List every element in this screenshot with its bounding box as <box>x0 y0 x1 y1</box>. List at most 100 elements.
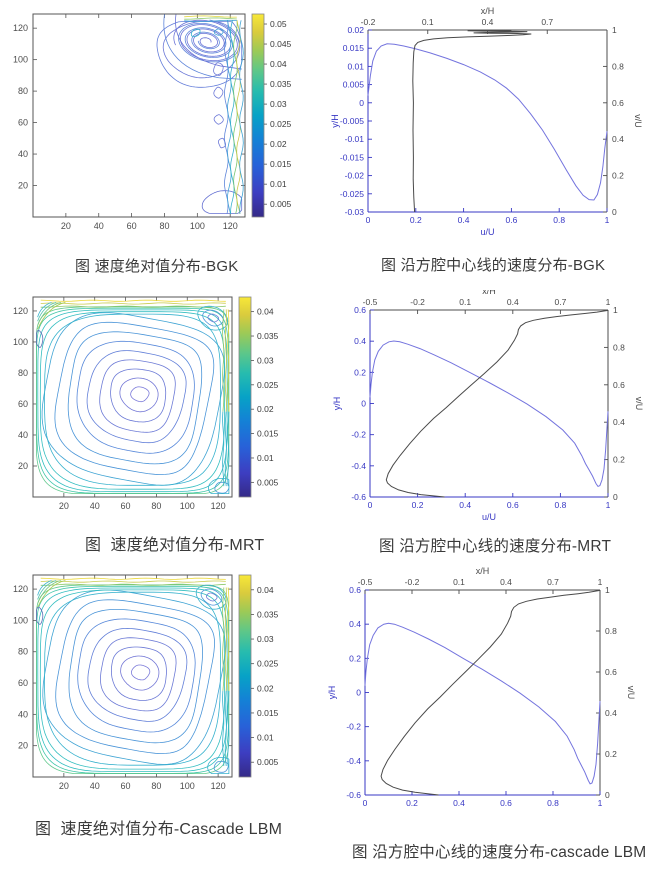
axes: 20 40 60 80 100 120 20 40 60 80 100 120 <box>13 296 233 511</box>
svg-text:20: 20 <box>18 461 28 471</box>
svg-text:1: 1 <box>606 500 611 510</box>
colorbar: 0.005 0.01 0.015 0.02 0.025 0.03 0.035 0.04 <box>238 574 279 778</box>
svg-text:80: 80 <box>151 781 161 791</box>
caption-profile-bgk: 图 沿方腔中心线的速度分布-BGK <box>381 257 606 274</box>
svg-text:v/U: v/U <box>634 397 644 411</box>
svg-text:100: 100 <box>13 337 28 347</box>
svg-text:1: 1 <box>598 577 603 587</box>
figure-profile-mrt: 0 0.2 0.4 0.6 0.8 1 0.6 0.4 0.2 0 -0.2 -0.4 -0.6 -0.5… <box>325 286 645 530</box>
svg-text:0: 0 <box>613 492 618 502</box>
svg-text:0.7: 0.7 <box>547 577 559 587</box>
svg-text:80: 80 <box>18 647 28 657</box>
svg-text:-0.2: -0.2 <box>351 430 366 440</box>
caption-profile-mrt: 图 沿方腔中心线的速度分布-MRT <box>379 538 612 555</box>
svg-text:0.4: 0.4 <box>613 417 625 427</box>
svg-text:0.8: 0.8 <box>547 798 559 808</box>
svg-text:80: 80 <box>18 368 28 378</box>
contour-plot-cascade: 20 40 60 80 100 120204060801001200.0050.010.0… <box>13 574 279 791</box>
svg-text:0.7: 0.7 <box>541 17 553 27</box>
svg-text:60: 60 <box>18 118 28 128</box>
svg-text:0.2: 0.2 <box>605 749 617 759</box>
svg-text:0.6: 0.6 <box>505 215 517 225</box>
svg-text:-0.03: -0.03 <box>345 207 365 217</box>
svg-text:v/U: v/U <box>633 114 643 128</box>
svg-text:100: 100 <box>13 615 28 625</box>
svg-text:0.4: 0.4 <box>459 500 471 510</box>
svg-text:0.01: 0.01 <box>347 61 364 71</box>
svg-text:0.05: 0.05 <box>270 19 287 29</box>
svg-text:0.025: 0.025 <box>257 659 279 669</box>
svg-text:0.6: 0.6 <box>613 380 625 390</box>
figure-profile-bgk: 0 0.2 0.4 0.6 0.8 1 0.02 0.015 0.01 0.005 0 -0.005 -… <box>325 0 645 250</box>
svg-text:0.2: 0.2 <box>613 455 625 465</box>
svg-text:0.8: 0.8 <box>612 61 624 71</box>
svg-text:0: 0 <box>359 98 364 108</box>
svg-text:0.4: 0.4 <box>507 297 519 307</box>
svg-text:80: 80 <box>18 86 28 96</box>
svg-text:0.8: 0.8 <box>554 500 566 510</box>
svg-text:100: 100 <box>13 55 28 65</box>
svg-text:120: 120 <box>13 306 28 316</box>
svg-text:40: 40 <box>18 709 28 719</box>
svg-text:0.015: 0.015 <box>270 159 292 169</box>
svg-text:60: 60 <box>18 678 28 688</box>
svg-text:0: 0 <box>605 790 610 800</box>
svg-text:0.4: 0.4 <box>458 215 470 225</box>
svg-text:0.2: 0.2 <box>410 215 422 225</box>
contour-lines <box>36 577 230 774</box>
svg-text:0.4: 0.4 <box>482 17 494 27</box>
svg-text:0.8: 0.8 <box>553 215 565 225</box>
axes: 0 0.2 0.4 0.6 0.8 1 0.6 0.4 0.2 0 -0.2 -0.4 -0.6 -0.5… <box>332 286 644 522</box>
caption-contour-mrt: 图 速度绝对值分布-MRT <box>85 537 265 554</box>
series-v-velocity-centerline <box>380 589 601 796</box>
svg-text:120: 120 <box>211 781 226 791</box>
svg-text:-0.015: -0.015 <box>340 152 364 162</box>
svg-text:0.1: 0.1 <box>453 577 465 587</box>
figure-contour-cascade: 20 40 60 80 100 120 20 40 60 80 100 120 0.005 0.01 0.0… <box>0 565 302 815</box>
svg-text:y/H: y/H <box>330 114 340 128</box>
svg-text:0.02: 0.02 <box>257 683 274 693</box>
svg-text:0.005: 0.005 <box>343 80 365 90</box>
svg-text:0: 0 <box>363 798 368 808</box>
svg-text:60: 60 <box>18 399 28 409</box>
svg-text:0.03: 0.03 <box>270 99 287 109</box>
contour-plot-mrt: 20 40 60 80 100 120204060801001200.0050.010.0… <box>13 296 279 511</box>
svg-text:20: 20 <box>61 221 71 231</box>
svg-text:-0.4: -0.4 <box>346 756 361 766</box>
svg-text:0.03: 0.03 <box>257 355 274 365</box>
svg-text:0.1: 0.1 <box>422 17 434 27</box>
svg-text:-0.2: -0.2 <box>410 297 425 307</box>
svg-text:y/H: y/H <box>327 686 337 700</box>
svg-text:0: 0 <box>361 399 366 409</box>
figure-contour-mrt: 20 40 60 80 100 120 20 40 60 80 100 120 0.005 0.01 0.0… <box>0 290 302 535</box>
svg-text:60: 60 <box>127 221 137 231</box>
svg-text:40: 40 <box>94 221 104 231</box>
svg-text:0.015: 0.015 <box>257 708 279 718</box>
svg-text:0.01: 0.01 <box>257 733 274 743</box>
contour-lines <box>36 299 230 494</box>
svg-text:1: 1 <box>605 215 610 225</box>
axes: 20 40 60 80 100 120 20 40 60 80 100 120 <box>13 13 246 231</box>
svg-text:0: 0 <box>612 207 617 217</box>
svg-text:u/U: u/U <box>482 512 496 522</box>
svg-text:-0.025: -0.025 <box>340 189 364 199</box>
svg-text:80: 80 <box>151 501 161 511</box>
svg-text:40: 40 <box>90 501 100 511</box>
contour-lines <box>156 14 244 214</box>
svg-text:0.6: 0.6 <box>605 667 617 677</box>
svg-text:0.03: 0.03 <box>257 634 274 644</box>
svg-text:0.01: 0.01 <box>257 453 274 463</box>
svg-text:-0.6: -0.6 <box>351 492 366 502</box>
series <box>369 309 609 498</box>
profile-plot-mrt: 0 0.2 0.4 0.6 0.8 1 0.6 0.4 0.2 0 -0.2 -0.4 -0.6 -0.5… <box>332 286 644 522</box>
colorbar: 0.005 0.01 0.015 0.02 0.025 0.03 0.035 0.04 0.04… <box>251 13 292 218</box>
svg-text:0.2: 0.2 <box>349 653 361 663</box>
figure-profile-cascade: 0 0.2 0.4 0.6 0.8 1 0.6 0.4 0.2 0 -0.2 -0.4 -0.6 -0.5… <box>325 560 645 820</box>
contour-plot-bgk: 20 40 60 80 100 120204060801001200.0050.010.0… <box>13 13 292 231</box>
svg-text:0.02: 0.02 <box>257 404 274 414</box>
axes: 20 40 60 80 100 120 20 40 60 80 100 120 <box>13 574 233 791</box>
svg-text:0.025: 0.025 <box>257 380 279 390</box>
svg-text:-0.6: -0.6 <box>346 790 361 800</box>
svg-text:0.04: 0.04 <box>257 307 274 317</box>
